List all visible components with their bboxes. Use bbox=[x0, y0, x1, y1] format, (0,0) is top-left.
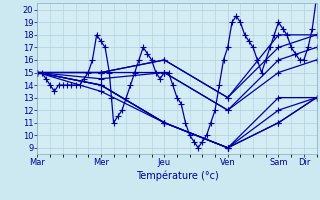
X-axis label: Température (°c): Température (°c) bbox=[136, 170, 218, 181]
